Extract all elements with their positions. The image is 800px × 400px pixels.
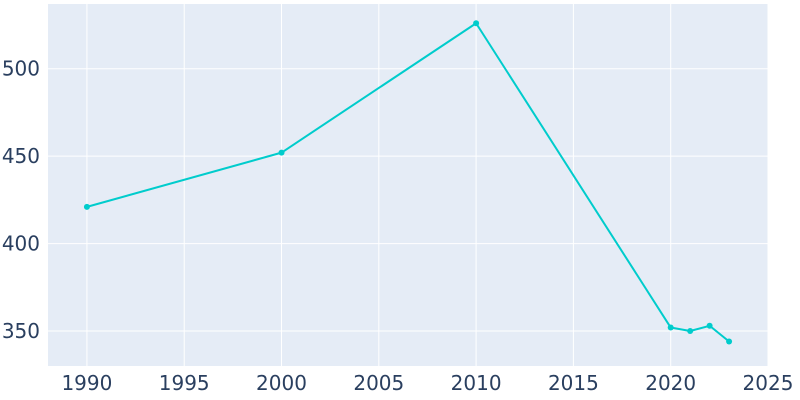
data-point-2000 xyxy=(278,149,285,156)
data-point-2023 xyxy=(726,338,733,345)
x-tick-label-2025: 2025 xyxy=(743,371,794,395)
x-tick-label-1995: 1995 xyxy=(159,371,210,395)
x-tick-label-1990: 1990 xyxy=(61,371,112,395)
data-point-2020 xyxy=(667,324,674,331)
x-tick-label-2010: 2010 xyxy=(451,371,502,395)
x-tick-label-2000: 2000 xyxy=(256,371,307,395)
x-axis-tick-labels: 1990 1995 2000 2005 2010 2015 2020 2025 xyxy=(61,371,793,395)
data-point-2010 xyxy=(473,20,480,27)
y-axis-tick-labels: 350 400 450 500 xyxy=(2,57,40,343)
data-point-2022 xyxy=(706,322,713,329)
series-layer xyxy=(83,20,733,345)
y-tick-label-500: 500 xyxy=(2,57,40,81)
x-tick-label-2020: 2020 xyxy=(645,371,696,395)
y-tick-label-350: 350 xyxy=(2,319,40,343)
y-gridlines xyxy=(48,68,768,332)
x-gridlines xyxy=(86,4,769,366)
y-tick-label-400: 400 xyxy=(2,232,40,256)
data-point-1990 xyxy=(83,203,90,210)
data-point-2021 xyxy=(687,328,694,335)
x-tick-label-2005: 2005 xyxy=(353,371,404,395)
y-tick-label-450: 450 xyxy=(2,144,40,168)
x-tick-label-2015: 2015 xyxy=(548,371,599,395)
